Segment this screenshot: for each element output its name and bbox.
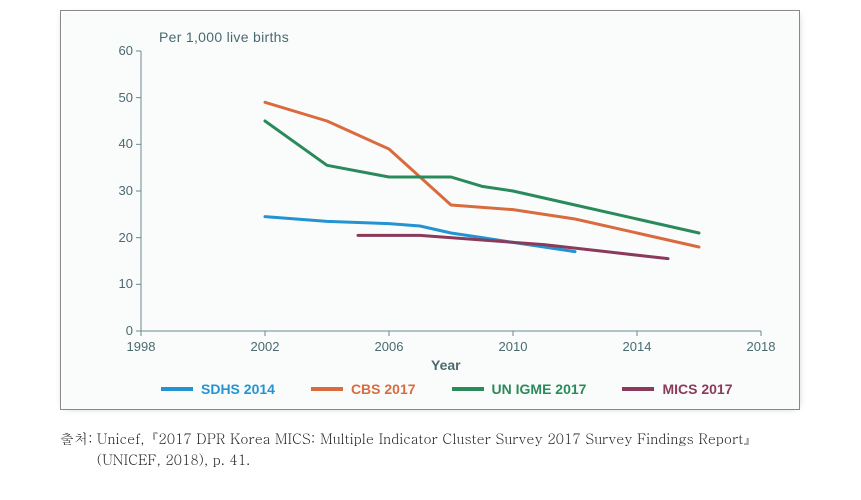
legend-label: CBS 2017	[351, 381, 416, 397]
citation-prefix: 출처:	[60, 428, 93, 470]
legend-label: MICS 2017	[662, 381, 732, 397]
x-tick-label: 2006	[369, 339, 409, 354]
legend-item: UN IGME 2017	[452, 381, 587, 397]
x-tick-label: 1998	[121, 339, 161, 354]
legend-item: CBS 2017	[311, 381, 416, 397]
legend-item: MICS 2017	[622, 381, 732, 397]
legend-swatch	[452, 387, 484, 391]
y-tick-label: 50	[107, 90, 133, 105]
x-tick-label: 2010	[493, 339, 533, 354]
x-tick-label: 2018	[741, 339, 781, 354]
chart-subtitle: Per 1,000 live births	[159, 29, 289, 45]
x-tick-marks	[141, 331, 761, 336]
citation-line1: Unicef,『2017 DPR Korea MICS: Multiple In…	[97, 428, 758, 448]
series-line	[358, 235, 668, 258]
y-tick-marks	[136, 51, 141, 331]
citation: 출처: Unicef,『2017 DPR Korea MICS: Multipl…	[60, 428, 800, 470]
x-axis-title: Year	[431, 357, 461, 373]
x-tick-label: 2014	[617, 339, 657, 354]
legend-label: SDHS 2014	[201, 381, 275, 397]
y-tick-label: 40	[107, 136, 133, 151]
series-line	[265, 121, 699, 233]
y-tick-label: 20	[107, 230, 133, 245]
legend: SDHS 2014 CBS 2017 UN IGME 2017 MICS 2017	[161, 381, 759, 397]
chart-frame: Per 1,000 live births 0102030405060 1998…	[60, 10, 800, 410]
y-tick-label: 10	[107, 276, 133, 291]
citation-body: Unicef,『2017 DPR Korea MICS: Multiple In…	[97, 428, 800, 470]
citation-line2: (UNICEF, 2018), p. 41.	[97, 449, 251, 469]
y-tick-label: 60	[107, 43, 133, 58]
chart-svg	[141, 51, 761, 331]
plot-area: 0102030405060 199820022006201020142018 Y…	[141, 51, 761, 331]
legend-swatch	[311, 387, 343, 391]
y-tick-label: 30	[107, 183, 133, 198]
series-lines	[265, 102, 699, 258]
series-line	[265, 102, 699, 247]
y-tick-label: 0	[107, 323, 133, 338]
legend-label: UN IGME 2017	[492, 381, 587, 397]
x-tick-label: 2002	[245, 339, 285, 354]
legend-swatch	[161, 387, 193, 391]
legend-item: SDHS 2014	[161, 381, 275, 397]
legend-swatch	[622, 387, 654, 391]
